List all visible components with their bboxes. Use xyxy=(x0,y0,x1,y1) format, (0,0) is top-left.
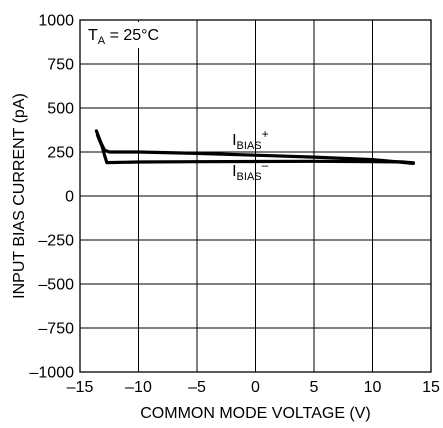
y-tick-label: –1000 xyxy=(30,365,75,382)
series-lines xyxy=(94,129,415,165)
series-label-1: IBIAS+ xyxy=(232,127,269,152)
annotation-prefix: T xyxy=(88,27,98,44)
y-tick-labels: –1000 –750 –500 –250 0 250 500 750 1000 xyxy=(30,13,75,382)
x-tick-labels: –15 –10 –5 0 5 10 15 xyxy=(67,379,440,396)
y-tick-label: 0 xyxy=(65,189,74,206)
y-tick-label: 750 xyxy=(47,57,74,74)
annotation-suffix: = 25°C xyxy=(105,27,159,44)
y-tick-label: 500 xyxy=(47,101,74,118)
y-tick-label: 250 xyxy=(47,145,74,162)
temperature-annotation: TA = 25°C xyxy=(82,22,180,48)
x-tick-label: 0 xyxy=(251,379,260,396)
y-tick-label: –750 xyxy=(38,321,74,338)
svg-text:TA = 25°C: TA = 25°C xyxy=(88,27,159,47)
x-axis-label: COMMON MODE VOLTAGE (V) xyxy=(140,405,371,422)
y-axis-label: INPUT BIAS CURRENT (pA) xyxy=(11,93,28,299)
grid xyxy=(80,20,431,372)
y-tick-label: –500 xyxy=(38,277,74,294)
series-label-2: IBIAS– xyxy=(232,158,269,183)
x-tick-label: –10 xyxy=(125,379,152,396)
y-tick-label: 1000 xyxy=(38,13,74,30)
series-line-2 xyxy=(95,133,415,165)
x-tick-label: 5 xyxy=(310,379,319,396)
plot-frame xyxy=(79,19,432,373)
annotation-subscript: A xyxy=(98,35,106,47)
x-tick-label: –5 xyxy=(188,379,206,396)
series-labels: IBIAS+ IBIAS– xyxy=(232,127,269,183)
x-tick-label: 10 xyxy=(364,379,382,396)
y-tick-label: –250 xyxy=(38,233,74,250)
x-tick-label: –15 xyxy=(67,379,94,396)
x-tick-label: 15 xyxy=(422,379,440,396)
